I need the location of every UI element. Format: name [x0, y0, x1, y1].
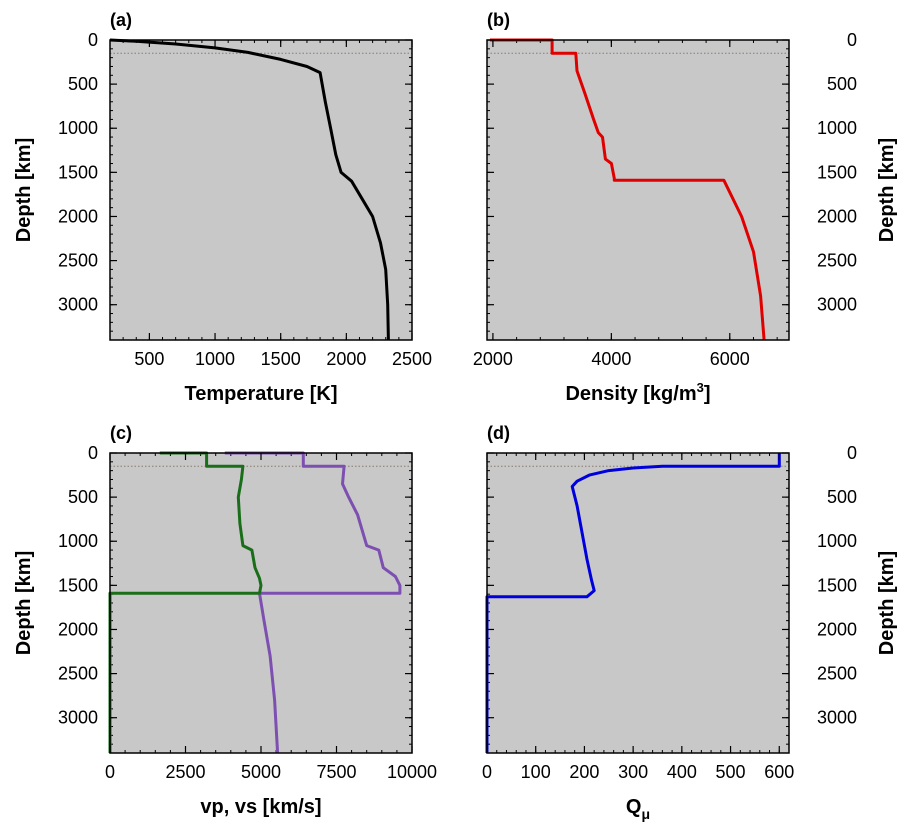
y-tick-label: 2000: [817, 619, 857, 639]
y-tick-label: 0: [847, 443, 857, 463]
y-axis-title: Depth [km]: [876, 138, 897, 242]
x-tick-label: 6000: [710, 349, 750, 369]
series-line-1: [485, 453, 781, 753]
series-line-1: [224, 451, 402, 754]
y-tick-label: 2000: [58, 206, 98, 226]
y-axis-title: Depth [km]: [876, 551, 897, 655]
y-tick-label: 0: [88, 443, 98, 463]
y-tick-label: 0: [88, 30, 98, 50]
y-tick-label: 2500: [58, 251, 98, 271]
y-tick-label: 1000: [817, 531, 857, 551]
y-tick-label: 1500: [817, 162, 857, 182]
plot-frame: [486, 452, 790, 754]
x-tick-label: 500: [716, 762, 746, 782]
panel-label: (b): [487, 10, 510, 30]
y-tick-label: 1500: [817, 575, 857, 595]
y-tick-label: 0: [847, 30, 857, 50]
y-tick-label: 500: [827, 74, 857, 94]
x-axis-title: Qμ: [626, 796, 650, 822]
series-line-2: [108, 451, 263, 753]
y-tick-label: 2500: [817, 251, 857, 271]
plot-frame: [486, 39, 790, 341]
y-tick-label: 2500: [58, 664, 98, 684]
x-tick-label: 0: [482, 762, 492, 782]
x-tick-label: 100: [521, 762, 551, 782]
y-tick-label: 3000: [817, 708, 857, 728]
y-tick-label: 1000: [58, 531, 98, 551]
y-tick-label: 500: [827, 487, 857, 507]
y-tick-label: 1000: [58, 118, 98, 138]
x-tick-label: 2500: [165, 762, 205, 782]
x-tick-label: 5000: [241, 762, 281, 782]
x-tick-label: 10000: [387, 762, 437, 782]
x-tick-label: 0: [105, 762, 115, 782]
panel-label: (c): [110, 423, 132, 443]
y-axis-title: Depth [km]: [13, 551, 35, 655]
x-tick-label: 300: [618, 762, 648, 782]
x-tick-label: 200: [569, 762, 599, 782]
y-axis-title: Depth [km]: [13, 138, 35, 242]
y-tick-label: 2000: [58, 619, 98, 639]
panel-3: 0 2500 5000 7500 10000 0 500 1000 1500 2000 2500 30…: [13, 423, 437, 818]
x-tick-label: 7500: [316, 762, 356, 782]
panel-4: 0 100 200 300 400 500 600 0 500 1000 1500 2000 2500 3…: [482, 423, 897, 822]
y-tick-label: 2500: [817, 664, 857, 684]
y-tick-label: 500: [68, 487, 98, 507]
y-tick-label: 3000: [58, 708, 98, 728]
y-tick-label: 3000: [58, 295, 98, 315]
x-tick-label: 1500: [261, 349, 301, 369]
panel-label: (a): [110, 10, 132, 30]
y-tick-label: 2000: [817, 206, 857, 226]
x-tick-label: 4000: [591, 349, 631, 369]
y-tick-label: 1000: [817, 118, 857, 138]
x-tick-label: 500: [134, 349, 164, 369]
y-tick-label: 3000: [817, 295, 857, 315]
x-tick-label: 600: [764, 762, 794, 782]
series-line-1: [109, 38, 390, 341]
plot-area: [110, 40, 412, 340]
x-axis-title: Density [kg/m3]: [565, 380, 710, 405]
x-tick-label: 2500: [392, 349, 432, 369]
plot-area: [487, 453, 789, 753]
y-tick-label: 500: [68, 74, 98, 94]
x-tick-label: 1000: [195, 349, 235, 369]
plot-frame: [109, 39, 413, 341]
y-tick-label: 1500: [58, 162, 98, 182]
x-axis-title: Temperature [K]: [185, 383, 338, 405]
x-axis-title: vp, vs [km/s]: [200, 796, 321, 818]
panel-label: (d): [487, 423, 510, 443]
series-line-1: [490, 38, 766, 341]
y-tick-label: 1500: [58, 575, 98, 595]
panel-1: 500 1000 1500 2000 2500 0 500 1000 1500 2000 2500 3…: [13, 10, 432, 405]
x-tick-label: 400: [667, 762, 697, 782]
x-tick-label: 2000: [326, 349, 366, 369]
plot-area: [487, 40, 789, 340]
x-tick-label: 2000: [473, 349, 513, 369]
panel-2: 2000 4000 6000 0 500 1000 1500 2000 2500 3000 (b) D…: [473, 10, 897, 405]
